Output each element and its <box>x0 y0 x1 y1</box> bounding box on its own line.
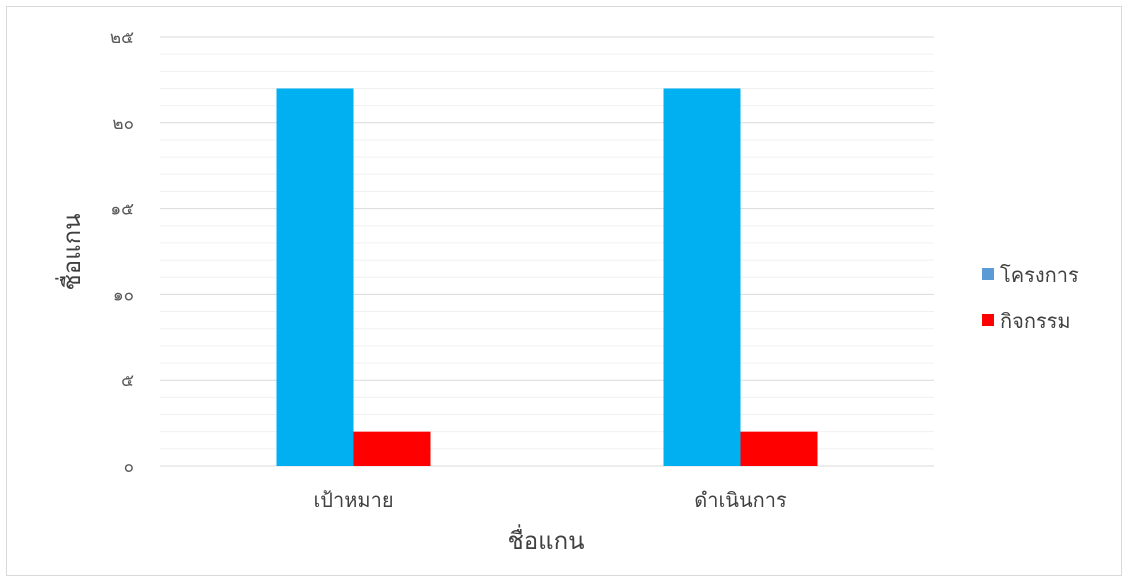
legend-label-projects: โครงการ <box>1000 263 1079 287</box>
y-tick-label: ๒๐ <box>112 114 134 134</box>
legend-swatch-projects <box>982 268 994 280</box>
x-axis-title: ชื่อแกน <box>507 524 584 555</box>
legend: โครงการ กิจกรรม <box>982 263 1079 333</box>
x-category-label: ดำเนินการ <box>694 488 787 512</box>
legend-item-activities: กิจกรรม <box>982 309 1071 333</box>
legend-swatch-activities <box>982 314 994 326</box>
y-tick-labels: ๐ ๕ ๑๐ ๑๕ ๒๐ ๒๕ <box>110 28 134 477</box>
grid-lines <box>160 36 934 467</box>
y-tick-label: ๐ <box>124 457 134 477</box>
chart-frame <box>6 6 1122 576</box>
y-tick-label: ๑๐ <box>113 285 134 305</box>
x-category-labels: เป้าหมาย ดำเนินการ <box>313 488 787 512</box>
bar-activities <box>353 431 431 466</box>
bar-activities <box>740 431 818 466</box>
y-tick-label: ๒๕ <box>110 28 134 48</box>
y-tick-label: ๑๕ <box>110 200 134 220</box>
x-category-label: เป้าหมาย <box>313 488 393 512</box>
bars <box>276 88 818 466</box>
bar-projects <box>276 88 354 466</box>
legend-item-projects: โครงการ <box>982 263 1079 287</box>
legend-label-activities: กิจกรรม <box>1000 309 1071 333</box>
bar-projects <box>663 88 741 466</box>
y-axis-title: ชื่อแกน <box>55 213 86 290</box>
y-tick-label: ๕ <box>121 371 134 391</box>
